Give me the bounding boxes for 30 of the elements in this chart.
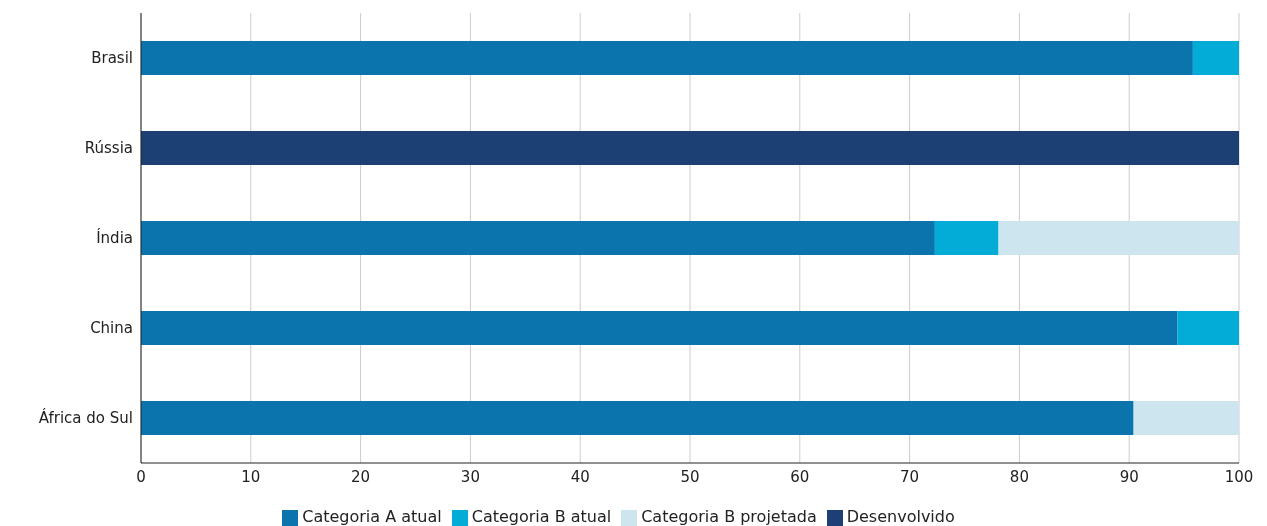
bar: [141, 311, 1178, 345]
legend-label: Categoria B projetada: [641, 507, 817, 526]
legend-label: Categoria B atual: [471, 507, 612, 526]
x-tick-label: 80: [1009, 467, 1029, 486]
bar: [141, 131, 1239, 165]
legend-label: Desenvolvido: [846, 507, 955, 526]
bar: [141, 41, 1193, 75]
x-tick-label: 50: [680, 467, 700, 486]
x-tick-label: 20: [351, 467, 371, 486]
y-tick-label: Rússia: [84, 139, 133, 158]
x-tick-label: 70: [900, 467, 920, 486]
bar: [1133, 401, 1239, 435]
bar: [934, 221, 999, 255]
y-tick-label: China: [90, 319, 133, 338]
x-tick-label: 60: [790, 467, 810, 486]
legend-label: Categoria A atual: [302, 507, 442, 526]
bar: [141, 401, 1134, 435]
y-tick-label: África do Sul: [38, 408, 133, 428]
y-tick-label: Brasil: [91, 49, 133, 68]
x-tick-label: 30: [460, 467, 480, 486]
x-tick-label: 90: [1119, 467, 1139, 486]
x-tick-label: 10: [241, 467, 261, 486]
x-tick-label: 40: [570, 467, 590, 486]
y-tick-label: Índia: [96, 228, 133, 248]
x-tick-label: 100: [1224, 467, 1254, 486]
bar: [141, 221, 935, 255]
x-tick-label: 0: [136, 467, 146, 486]
bar: [1192, 41, 1239, 75]
bar: [998, 221, 1239, 255]
bar: [1177, 311, 1239, 345]
